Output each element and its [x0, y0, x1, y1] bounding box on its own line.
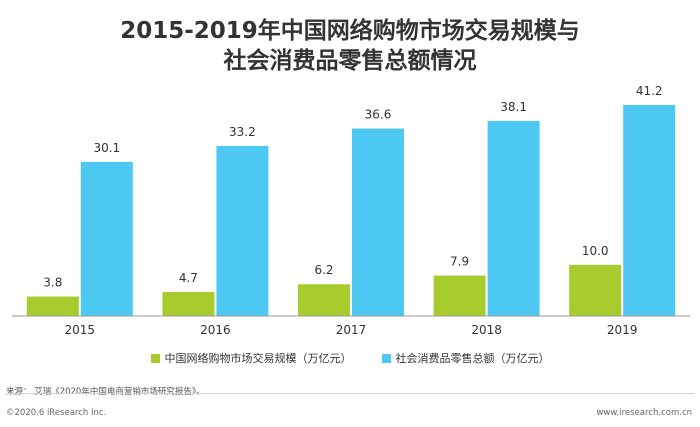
bar-online-shopping-2016: [162, 291, 215, 316]
bar-retail-sales-2015: [80, 161, 133, 316]
data-label-online-shopping-2015: 3.8: [43, 276, 62, 290]
x-tick-label-2018: 2018: [471, 323, 502, 337]
legend-item-online-shopping: 中国网络购物市场交易规模（万亿元）: [150, 350, 352, 366]
bar-retail-sales-2019: [623, 105, 676, 316]
bar-online-shopping-2015: [26, 296, 79, 316]
data-label-retail-sales-2015: 30.1: [93, 141, 120, 155]
footer-divider: [6, 393, 694, 394]
chart-title-line-1: 2015-2019年中国网络购物市场交易规模与: [120, 18, 580, 44]
x-tick-label-2016: 2016: [200, 323, 231, 337]
bar-online-shopping-2018: [433, 275, 486, 316]
legend-item-retail-sales: 社会消费品零售总额（万亿元）: [381, 350, 550, 366]
bar-retail-sales-2017: [352, 128, 404, 316]
data-label-online-shopping-2018: 7.9: [450, 255, 469, 269]
chart-title-line-2: 社会消费品零售总额情况: [223, 48, 477, 74]
data-label-retail-sales-2017: 36.6: [365, 108, 392, 122]
x-tick-label-2017: 2017: [336, 323, 367, 337]
source-note: 来源： 艾瑞《2020年中国电商营销市场研究报告》。: [6, 387, 205, 397]
copyright-text: ©2020.6 iResearch Inc.: [6, 408, 107, 418]
legend-swatch-online-shopping: [150, 353, 160, 363]
website-link[interactable]: www.iresearch.com.cn: [596, 408, 692, 418]
bar-online-shopping-2019: [569, 264, 622, 316]
bar-online-shopping-2017: [298, 284, 350, 316]
data-label-online-shopping-2019: 10.0: [582, 244, 609, 258]
bar-retail-sales-2018: [487, 120, 540, 316]
x-tick-label-2015: 2015: [65, 323, 96, 337]
data-label-online-shopping-2017: 6.2: [314, 263, 333, 277]
legend-label-retail-sales: 社会消费品零售总额（万亿元）: [395, 352, 550, 365]
chart-legend: 中国网络购物市场交易规模（万亿元） 社会消费品零售总额（万亿元）: [0, 350, 700, 366]
data-label-retail-sales-2016: 33.2: [229, 125, 256, 139]
data-label-online-shopping-2016: 4.7: [179, 271, 198, 285]
legend-label-online-shopping: 中国网络购物市场交易规模（万亿元）: [164, 352, 352, 365]
data-label-retail-sales-2019: 41.2: [636, 84, 663, 98]
bar-retail-sales-2016: [216, 145, 269, 316]
bar-chart: 3.8 30.1 2015 4.7 33.2 2016 6.2 36.6 2017 7.9 38.1…: [12, 84, 690, 337]
legend-swatch-retail-sales: [381, 353, 391, 363]
x-tick-label-2019: 2019: [607, 323, 638, 337]
data-label-retail-sales-2018: 38.1: [500, 100, 527, 114]
